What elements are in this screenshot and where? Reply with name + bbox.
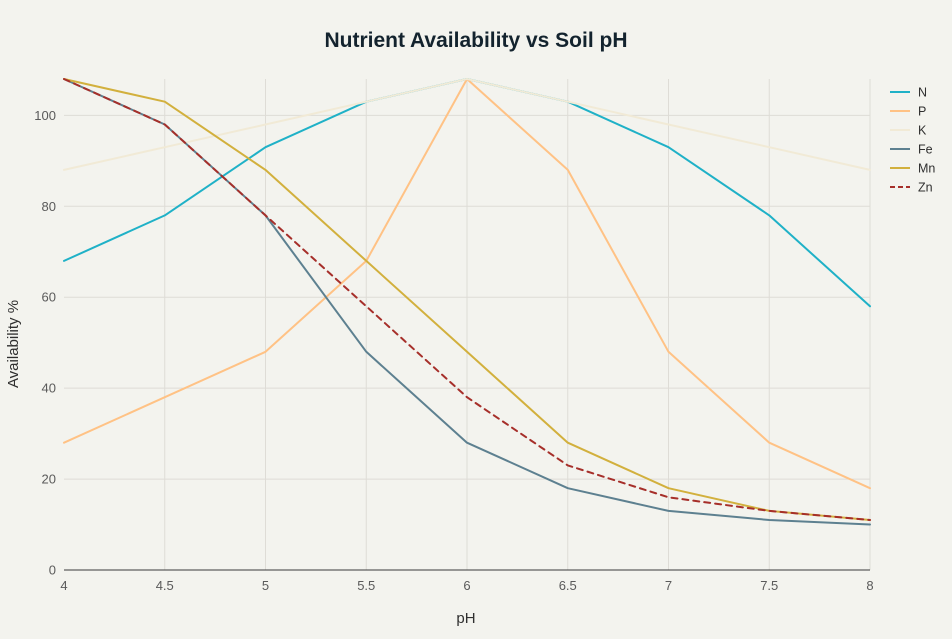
legend-label-k: K xyxy=(918,124,927,138)
y-tick-label: 80 xyxy=(42,199,56,214)
y-axis-title: Availability % xyxy=(5,300,22,388)
series-line-zn xyxy=(63,78,871,521)
y-tick-label: 100 xyxy=(34,108,56,123)
series-line-k xyxy=(63,78,871,171)
series-line-mn xyxy=(63,78,871,521)
y-tick-label: 60 xyxy=(42,290,56,305)
legend-label-n: N xyxy=(918,86,927,100)
x-tick-label: 7.5 xyxy=(760,578,778,593)
x-axis-title: pH xyxy=(456,610,475,627)
x-tick-label: 5.5 xyxy=(357,578,375,593)
x-tick-label: 8 xyxy=(866,578,873,593)
legend-label-zn: Zn xyxy=(918,181,933,195)
y-tick-label: 20 xyxy=(42,472,56,487)
x-tick-label: 7 xyxy=(665,578,672,593)
legend-label-p: P xyxy=(918,105,926,119)
gridlines xyxy=(64,79,871,570)
legend-label-fe: Fe xyxy=(918,143,933,157)
x-tick-label: 4 xyxy=(60,578,67,593)
x-tick-label: 6.5 xyxy=(559,578,577,593)
x-tick-label: 5 xyxy=(262,578,269,593)
x-tick-label: 4.5 xyxy=(156,578,174,593)
series-lines xyxy=(63,78,871,526)
chart-title: Nutrient Availability vs Soil pH xyxy=(324,29,627,52)
x-tick-label: 6 xyxy=(463,578,470,593)
legend-label-mn: Mn xyxy=(918,162,935,176)
legend: NPK Fe Mn Zn xyxy=(890,86,935,195)
y-tick-label: 40 xyxy=(42,381,56,396)
y-tick-label: 0 xyxy=(49,563,56,578)
